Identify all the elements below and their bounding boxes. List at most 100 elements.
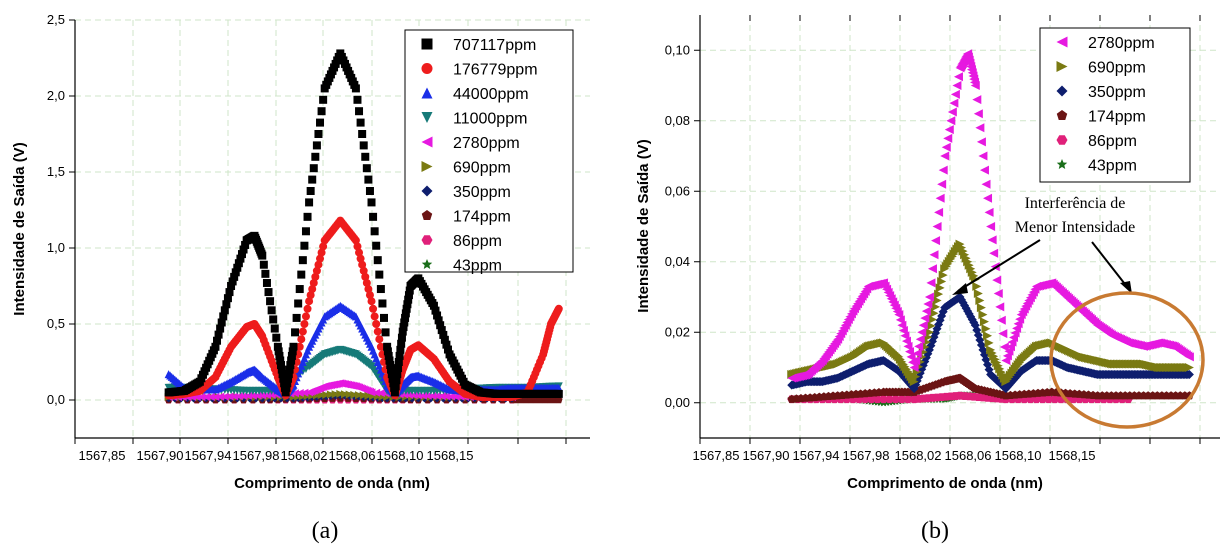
data-point [317,107,326,116]
data-point [351,84,360,93]
data-point [286,361,295,370]
data-point [554,304,563,313]
data-point [285,365,294,374]
data-point [383,342,392,351]
data-point [331,390,340,399]
legend-box [404,29,574,273]
data-point [373,327,382,336]
data-point [433,311,442,320]
ticks-b: 1567,85 1567,90 1567,94 1567,98 1568,02 1568,… [665,15,1201,463]
data-point [909,363,919,372]
data-point [234,259,243,268]
data-point [443,345,452,354]
data-point [1184,370,1194,380]
data-point [365,187,374,195]
data-point [217,318,226,327]
caption-b: (b) [921,518,949,544]
data-point [1044,395,1054,404]
legend-label: 2780ppm [453,135,520,152]
data-point [423,391,432,400]
data-point [946,116,956,126]
legend-label: 86ppm [1088,133,1137,150]
data-point [885,395,895,404]
data-point [385,356,394,365]
x-tick-label: 1568,15 [427,448,474,463]
data-point [972,95,982,105]
data-point [442,392,451,401]
data-point [300,320,309,328]
data-point [369,304,378,313]
data-point [278,370,287,379]
data-point [920,313,930,323]
data-point [336,389,345,398]
x-tick-label: 1568,10 [377,448,424,463]
legend-box [1039,27,1191,183]
data-point [276,356,285,365]
data-point [403,300,412,309]
data-point [364,391,373,400]
data-point [1184,363,1194,372]
data-point [950,89,960,99]
data-point [295,389,304,398]
data-point [934,207,944,217]
x-tick-label: 1567,85 [693,448,740,463]
data-point [386,361,395,370]
data-point [298,327,307,336]
data-point [370,227,379,236]
data-point [228,277,237,286]
data-point [976,303,986,313]
data-point [216,324,225,333]
data-point [394,358,403,366]
data-point [351,236,360,245]
data-point [306,187,315,195]
x-tick-label: 1568,02 [281,448,328,463]
data-point [281,388,290,397]
data-point [275,351,284,360]
data-point [219,312,228,321]
legend-label: 174ppm [453,209,511,226]
data-point [220,392,229,401]
data-point [972,281,982,291]
y-axis-title-a: Intensidade de Saída (V) [11,142,28,315]
data-point [978,310,988,320]
chart-panel-b: 1567,85 1567,90 1567,94 1567,98 1568,02 1568,… [635,15,1220,492]
data-point [231,268,240,277]
data-point [1184,352,1194,362]
data-point [270,324,279,333]
data-point [436,321,445,330]
data-point [202,392,211,401]
data-point [367,297,376,306]
data-point [935,193,945,203]
legend-label: 690ppm [453,160,511,177]
data-point [897,395,907,404]
data-point [953,72,963,82]
legend-label: 350ppm [453,184,511,201]
data-point [387,370,396,379]
data-point [395,351,404,360]
data-point [273,342,282,351]
data-point [993,288,1003,298]
legend-label: 350ppm [1088,84,1146,101]
data-point [440,335,449,344]
data-point [911,355,921,365]
data-point [1031,395,1041,404]
data-point [940,151,950,161]
data-point [322,390,331,399]
data-point [372,320,381,328]
x-tick-label: 1567,94 [185,448,232,463]
data-point [277,361,285,370]
data-point [397,333,406,342]
x-axis-title-a: Comprimento de onda (nm) [234,475,430,492]
data-point [367,198,376,207]
data-point [921,306,931,316]
legend-label: 11000ppm [453,111,527,128]
data-point [359,391,368,400]
x-tick-label: 1568,02 [895,448,942,463]
legend-marker [1056,135,1068,145]
x-tick-label: 1568,06 [329,448,376,463]
data-point [937,179,947,189]
data-point [447,392,456,401]
data-point [361,272,370,281]
data-point [279,374,288,383]
